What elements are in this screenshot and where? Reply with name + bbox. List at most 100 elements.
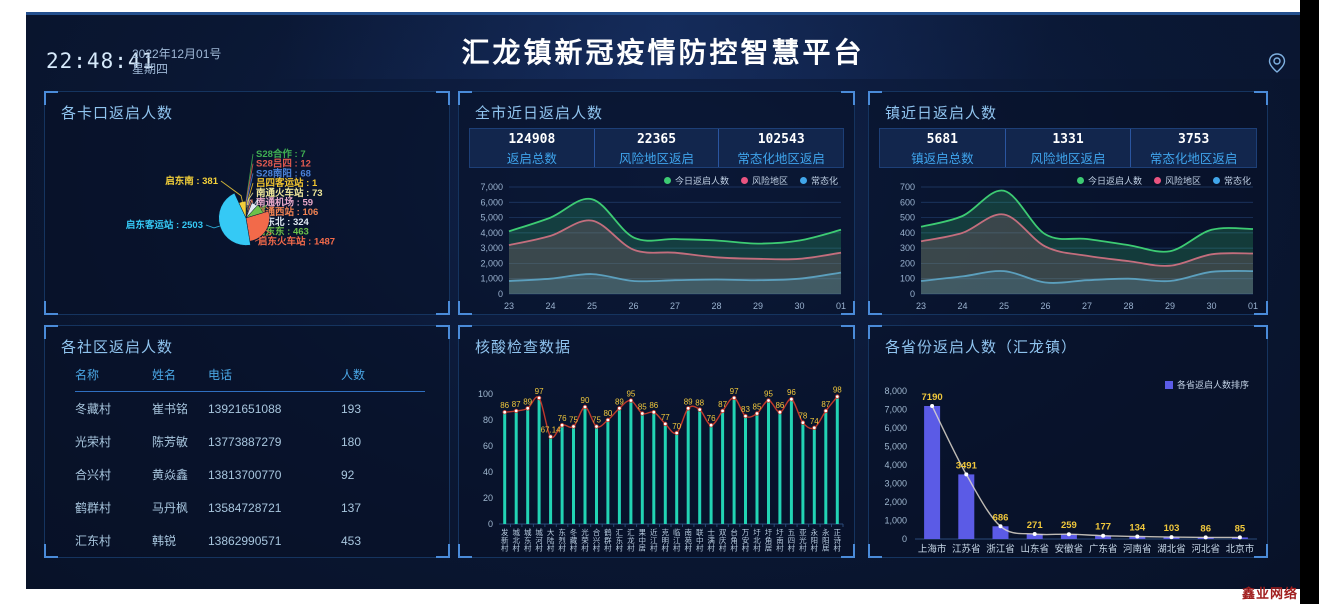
svg-text:7190: 7190 (922, 392, 943, 403)
legend-item[interactable]: 常态化 (799, 174, 838, 187)
legend-dot-icon (663, 177, 671, 184)
legend-label: 常态化 (1223, 176, 1251, 186)
pie-slice[interactable] (218, 192, 251, 246)
stat-value: 102543 (757, 132, 805, 147)
svg-text:80: 80 (603, 409, 612, 418)
svg-text:87: 87 (512, 400, 521, 409)
legend-dot-icon (1153, 177, 1161, 184)
town-legend: 今日返启人数 风险地区 常态化 (1076, 174, 1251, 187)
legend-square-icon (1164, 380, 1173, 389)
svg-text:70: 70 (672, 422, 681, 431)
table-cell: 137 (341, 500, 362, 515)
svg-text:100: 100 (478, 389, 493, 399)
stat-label: 风险地区返启 (1030, 152, 1106, 166)
svg-text:86: 86 (1200, 523, 1211, 534)
page-title: 汇龙镇新冠疫情防控智慧平台 (461, 37, 865, 68)
svg-text:1,000: 1,000 (884, 516, 907, 526)
location-pin-icon[interactable] (1268, 53, 1286, 73)
svg-text:80: 80 (483, 415, 493, 425)
table-cell: 453 (341, 533, 362, 548)
legend-item[interactable]: 风险地区 (1153, 174, 1201, 187)
legend-dot-icon (1212, 177, 1220, 184)
svg-text:24: 24 (957, 301, 967, 311)
svg-text:南苑村: 南苑村 (684, 527, 692, 553)
svg-text:259: 259 (1061, 520, 1077, 531)
svg-text:安徽省: 安徽省 (1055, 543, 1084, 555)
pie-slice[interactable] (238, 200, 247, 219)
svg-text:24: 24 (545, 301, 555, 311)
svg-text:0: 0 (902, 534, 907, 544)
legend-item[interactable]: 今日返启人数 (663, 174, 729, 187)
svg-text:万安村: 万安村 (742, 528, 750, 553)
stat-value: 124908 (508, 132, 556, 147)
svg-text:光荣村: 光荣村 (581, 527, 589, 553)
svg-text:134: 134 (1129, 523, 1146, 534)
table-cell: 光荣村 (75, 435, 112, 449)
svg-text:亚光村: 亚光村 (799, 528, 807, 553)
pie-label: 南通机场 : 59 (256, 197, 313, 209)
svg-text:2,000: 2,000 (480, 258, 503, 268)
svg-text:0: 0 (910, 289, 915, 299)
svg-text:0: 0 (498, 289, 503, 299)
svg-text:30: 30 (1206, 301, 1216, 311)
svg-text:广东省: 广东省 (1089, 543, 1118, 555)
provinces-legend-item[interactable]: 各省返启人数排序 (1164, 378, 1249, 391)
stat-cell: 102543 常态化地区返启 (719, 129, 843, 167)
city-area-chart[interactable]: 0 1,000 2,000 3,000 4,000 5,000 6,000 7,000 23 24… (463, 178, 852, 315)
panel-city-title: 全市近日返启人数 (475, 105, 604, 122)
legend-dot-icon (799, 177, 807, 184)
table-cell: 马丹枫 (152, 501, 189, 515)
svg-text:4,000: 4,000 (884, 460, 907, 470)
city-stat-band: 124908 返启总数 22365 风险地区返启 102543 常态化地区返启 (469, 128, 844, 168)
stat-label: 镇返启总数 (911, 152, 974, 166)
table-cell: 陈芳敏 (152, 435, 189, 449)
svg-text:60: 60 (483, 441, 493, 451)
table-cell: 13584728721 (208, 500, 282, 515)
svg-text:北京市: 北京市 (1226, 543, 1255, 555)
svg-text:5,000: 5,000 (884, 442, 907, 452)
svg-text:86: 86 (775, 401, 784, 410)
svg-text:25: 25 (999, 301, 1009, 311)
panel-checkpoints: 各卡口返启人数 S28合作 : 7 S28吕四 : 12 S28南阳 : 68 吕四客… (44, 91, 450, 315)
svg-text:7,000: 7,000 (480, 182, 503, 192)
svg-text:汇东村: 汇东村 (616, 528, 624, 553)
svg-text:克明村: 克明村 (662, 528, 670, 553)
pie-label: S28南阳 : 68 (256, 167, 311, 179)
svg-text:近江村: 近江村 (650, 527, 658, 553)
svg-text:29: 29 (753, 301, 763, 311)
pie-label: 南通火车站 : 73 (256, 187, 323, 199)
svg-text:300: 300 (900, 243, 915, 253)
table-cell: 汇东村 (75, 534, 112, 548)
svg-text:600: 600 (900, 197, 915, 207)
svg-text:01: 01 (1248, 301, 1258, 311)
provinces-legend-label: 各省返启人数排序 (1176, 380, 1249, 390)
svg-text:75: 75 (569, 416, 578, 425)
table-cell: 黄焱鑫 (152, 468, 189, 482)
svg-text:合兴村: 合兴村 (593, 527, 601, 553)
stat-cell: 3753 常态化地区返启 (1131, 129, 1256, 167)
svg-text:74: 74 (810, 417, 819, 426)
stat-cell: 1331 风险地区返启 (1006, 129, 1132, 167)
city-legend: 今日返启人数 风险地区 常态化 (663, 174, 838, 187)
town-area-chart[interactable]: 0 100 200 300 400 500 600 700 23 24 25 26 27 28 29 30 01 (875, 178, 1264, 315)
svg-text:城东村: 城东村 (524, 528, 532, 553)
svg-text:圩角居: 圩角居 (765, 528, 773, 553)
svg-text:5,000: 5,000 (480, 213, 503, 223)
panel-provinces: 各省份返启人数（汇龙镇） 各省返启人数排序 0 1,000 2,000 3,000 4,… (868, 325, 1268, 558)
panel-provinces-title: 各省份返启人数（汇龙镇） (885, 339, 1078, 356)
legend-item[interactable]: 常态化 (1212, 174, 1251, 187)
svg-text:01: 01 (836, 301, 846, 311)
svg-text:永阳村: 永阳村 (811, 527, 819, 553)
legend-item[interactable]: 今日返启人数 (1076, 174, 1142, 187)
right-black-strip (1300, 0, 1319, 604)
table-cell: 崔书铭 (152, 402, 189, 416)
svg-text:4,000: 4,000 (480, 228, 503, 238)
legend-item[interactable]: 风险地区 (740, 174, 788, 187)
svg-text:果中居: 果中居 (639, 528, 647, 553)
svg-text:上海市: 上海市 (918, 543, 947, 555)
provinces-bar-line-chart[interactable]: 0 1,000 2,000 3,000 4,000 5,000 6,000 7,000 8,00… (871, 384, 1265, 576)
panel-town-title: 镇近日返启人数 (885, 105, 998, 122)
svg-text:30: 30 (794, 301, 804, 311)
